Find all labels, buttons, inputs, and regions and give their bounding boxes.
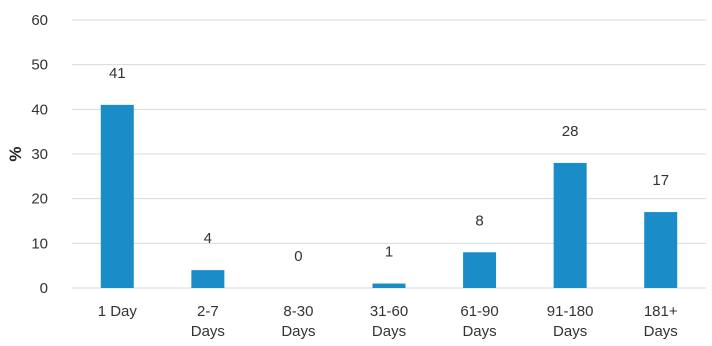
x-category-label: 1 Day — [98, 303, 138, 320]
x-category-label: 91-180 Days — [547, 303, 594, 340]
x-category-label-line: 181+ — [644, 303, 678, 320]
bar — [644, 212, 678, 288]
y-tick-label: 50 — [31, 57, 48, 74]
x-category-label: 181+ Days — [644, 303, 678, 340]
x-category-label: 61-90 Days — [460, 303, 498, 340]
data-label: 4 — [204, 230, 212, 247]
x-category-label: 2-7 Days — [191, 303, 225, 340]
y-tick-label: 20 — [31, 191, 48, 208]
x-category-label-line: Days — [372, 323, 406, 340]
y-tick-label: 0 — [40, 280, 48, 297]
y-tick-label: 40 — [31, 101, 48, 118]
bar — [191, 270, 225, 288]
x-category-label-line: Days — [191, 323, 225, 340]
bar — [463, 252, 497, 288]
bar — [100, 104, 134, 288]
data-label: 28 — [562, 123, 579, 140]
x-category-label-line: 1 Day — [98, 303, 138, 320]
data-label: 41 — [109, 65, 126, 82]
y-tick-label: 10 — [31, 235, 48, 252]
data-label: 8 — [475, 212, 483, 229]
x-category-label: 31-60 Days — [370, 303, 408, 340]
x-category-label-line: Days — [462, 323, 496, 340]
bar — [372, 283, 406, 288]
x-category-label-line: Days — [553, 323, 587, 340]
x-category-label-line: Days — [644, 323, 678, 340]
x-category-label-line: 8-30 — [283, 303, 313, 320]
x-category-label-line: 2-7 — [197, 303, 219, 320]
x-category-label-line: 91-180 — [547, 303, 594, 320]
data-label: 17 — [652, 172, 669, 189]
x-category-label-line: 31-60 — [370, 303, 408, 320]
x-category-label-line: Days — [281, 323, 315, 340]
data-label: 0 — [294, 248, 302, 265]
x-category-label-line: 61-90 — [460, 303, 498, 320]
data-label: 1 — [385, 244, 393, 261]
bar — [553, 162, 587, 288]
y-tick-label: 30 — [31, 146, 48, 163]
y-axis-title: % — [6, 146, 25, 161]
x-category-label: 8-30 Days — [281, 303, 315, 340]
y-tick-label: 60 — [31, 12, 48, 29]
